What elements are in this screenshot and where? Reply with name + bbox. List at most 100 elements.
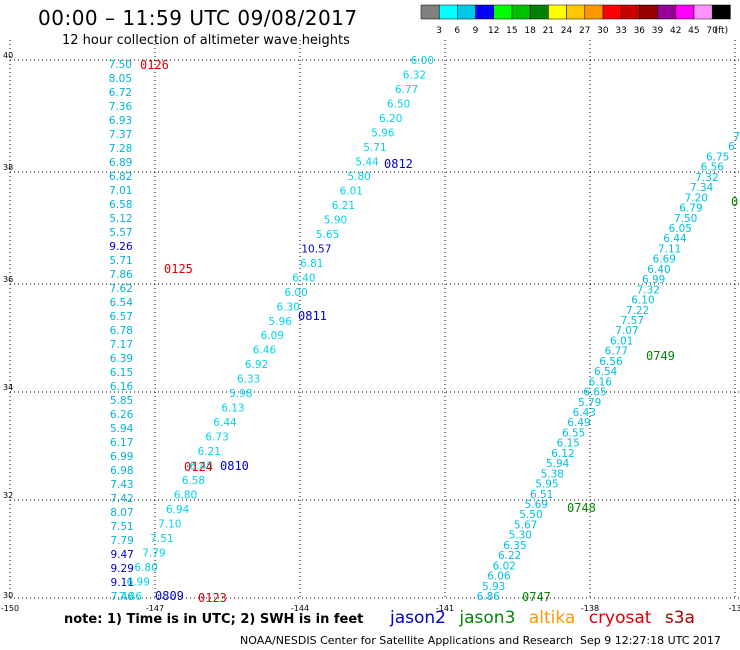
credit-line: NOAA/NESDIS Center for Satellite Applica…: [240, 634, 574, 647]
wave-height-value: 6.12: [551, 448, 574, 460]
wave-height-value: 5.94: [546, 458, 570, 470]
wave-height-value: 7.34: [690, 182, 714, 194]
time-mark-jason3: 0748: [567, 501, 596, 515]
wave-height-value: 8.07: [110, 507, 133, 519]
wave-height-value: 6.16: [110, 381, 134, 393]
longitude-label: -138: [581, 604, 599, 613]
wave-height-value: 7.57: [621, 315, 644, 327]
latitude-label: 38: [3, 163, 13, 172]
wave-height-value: 7.36: [109, 101, 133, 113]
wave-height-value: 6.39: [110, 353, 133, 365]
wave-height-value: 5.12: [109, 213, 132, 225]
wave-height-value: 5.50: [519, 509, 542, 521]
colorbar-label: 70: [706, 26, 718, 36]
wave-height-value: 6.94: [166, 504, 190, 516]
wave-height-value: 6.69: [653, 254, 676, 266]
wave-height-value: 7.10: [158, 519, 181, 531]
time-mark-jason3: 0747: [522, 590, 551, 604]
wave-height-value: 5.96: [371, 127, 395, 139]
latitude-label: 34: [3, 383, 13, 392]
wave-height-value: 6.17: [110, 437, 133, 449]
latitude-labels: 40 38 36 34 32 30: [3, 51, 13, 600]
wave-height-value: 5.90: [324, 214, 347, 226]
wave-height-value: 5.71: [109, 255, 132, 267]
wave-height-value: 6.99: [110, 451, 133, 463]
time-mark-cryosat: 0124: [184, 460, 213, 474]
colorbar-swatch: [584, 4, 604, 20]
colorbar-label: 3: [436, 26, 442, 36]
wave-height-value: 6.73: [205, 432, 228, 444]
colorbar-label: 9: [473, 26, 479, 36]
wave-height-value: 6.54: [110, 297, 134, 309]
wave-height-value: 6.00: [284, 287, 307, 299]
colorbar-label: 39: [652, 26, 664, 36]
wave-height-value: 6.00: [411, 55, 434, 67]
wave-height-value: 6.72: [109, 87, 132, 99]
colorbar-swatch: [438, 4, 458, 20]
wave-height-value: 6.32: [403, 69, 426, 81]
legend-altika: altika: [528, 608, 576, 628]
wave-height-value: 6.86: [477, 591, 501, 603]
wave-height-value: 6.43: [573, 407, 596, 419]
latitude-label: 40: [3, 51, 13, 60]
wave-height-value: 5.38: [541, 468, 564, 480]
wave-height-value: 6.44: [213, 417, 237, 429]
colorbar-label: 6: [454, 26, 460, 36]
colorbar-swatch: [657, 4, 677, 20]
wave-height-value: 6.80: [134, 562, 157, 574]
wave-height-value: 9.47: [110, 549, 133, 561]
colorbar-swatch: [566, 4, 586, 20]
colorbar-label: 33: [615, 26, 626, 36]
wave-height-value: 6: [728, 141, 735, 153]
wave-height-value: 8.05: [109, 73, 132, 85]
time-mark-jason3: 0: [731, 195, 738, 209]
wave-height-value: 6.89: [109, 157, 132, 169]
wave-height-value: 6.57: [110, 311, 133, 323]
colorbar-swatch: [675, 4, 695, 20]
wave-height-value: 9.26: [109, 241, 133, 253]
longitude-label: -147: [146, 604, 164, 613]
credit-timestamp: Sep 9 12:27:18 UTC 2017: [580, 634, 721, 647]
wave-height-value: 6.06: [487, 571, 511, 583]
wave-height-value: 6.44: [663, 233, 687, 245]
wave-height-value: 6.51: [530, 489, 553, 501]
wave-height-value: 5.67: [514, 519, 537, 531]
wave-height-value: 5.69: [525, 499, 548, 511]
wave-height-value: 6.20: [379, 113, 402, 125]
wave-height-value: 7.20: [685, 192, 708, 204]
wave-height-value: 6.05: [669, 223, 692, 235]
wave-height-colorbar: 3 6 9 12 15 18 21 24 27 30 33 36 39 42 45 70(ft): [420, 4, 731, 36]
legend-jason3: jason3: [459, 608, 516, 628]
wave-height-value: 7.46: [119, 591, 143, 603]
colorbar-label: 42: [670, 26, 681, 36]
wave-height-value: 5.80: [347, 171, 370, 183]
latitude-label: 30: [3, 591, 13, 600]
wave-height-value: 5.57: [109, 227, 132, 239]
latitude-label: 36: [3, 275, 13, 284]
time-marks: 0126 0125 0124 0123 0812 0811 0810 0809 0749 0748…: [140, 58, 738, 605]
colorbar-swatch: [711, 4, 731, 20]
colorbar-label: 45: [688, 26, 699, 36]
wave-height-value: 5.65: [316, 229, 339, 241]
wave-height-value: 6.21: [332, 200, 355, 212]
wave-height-value: 7.07: [615, 325, 638, 337]
time-mark-cryosat: 0126: [140, 58, 169, 72]
wave-height-value: 7.86: [109, 269, 133, 281]
wave-height-value: 6.99: [127, 577, 150, 589]
colorbar-label: 12: [488, 26, 499, 36]
satellite-legend: jason2 jason3 altika cryosat s3a: [390, 608, 703, 628]
time-mark-cryosat: 0125: [164, 262, 193, 276]
wave-height-value: 5.44: [355, 156, 379, 168]
legend-s3a: s3a: [664, 608, 695, 628]
wave-height-value: 9.11: [111, 577, 134, 589]
wave-height-value: 5.94: [110, 423, 134, 435]
wave-height-value: 5.95: [535, 479, 558, 491]
colorbar-swatch: [511, 4, 531, 20]
colorbar-label: 15: [506, 26, 517, 36]
colorbar-label: 30: [597, 26, 609, 36]
wave-height-value: 6.49: [567, 417, 590, 429]
wave-height-value: 7.37: [109, 129, 132, 141]
wave-height-value: 6.75: [706, 151, 729, 163]
wave-height-value: 7.51: [110, 521, 133, 533]
